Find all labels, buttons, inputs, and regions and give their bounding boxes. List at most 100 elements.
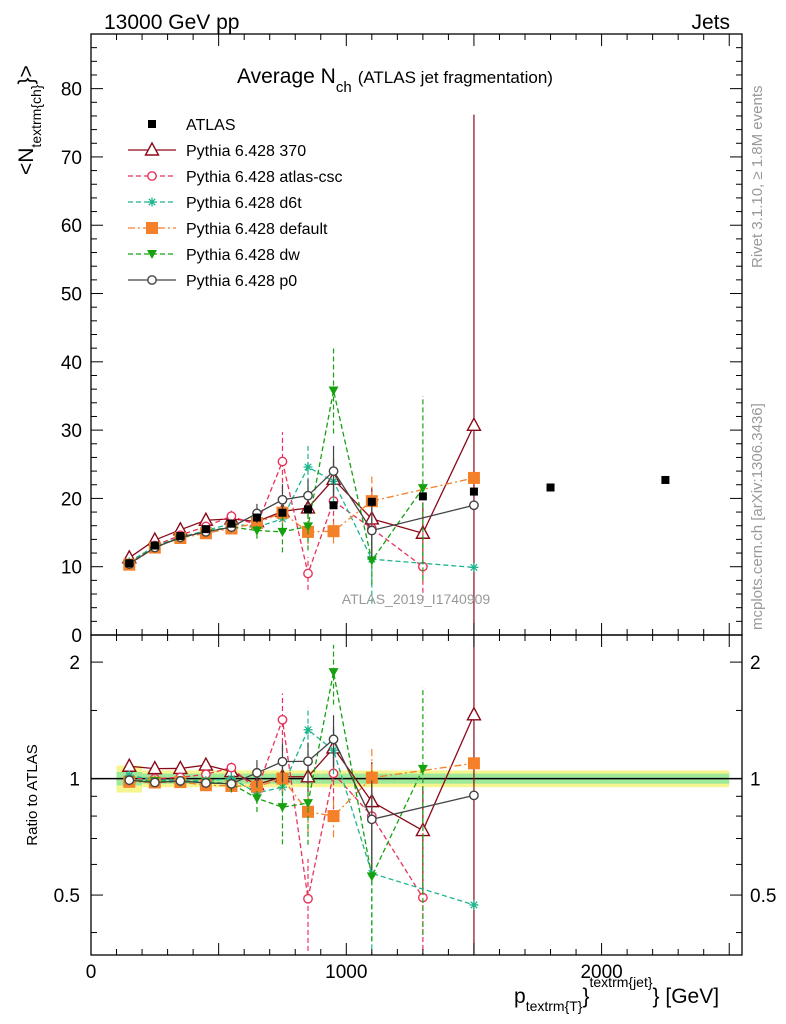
x-tick-label: 1000 — [325, 962, 367, 983]
legend-marker — [147, 275, 157, 285]
ylabel-ratio: Ratio to ATLAS — [24, 744, 41, 845]
y-tick-label: 80 — [61, 80, 82, 101]
watermark: ATLAS_2019_I1740909 — [342, 591, 491, 607]
reference-point — [469, 487, 478, 496]
ratio-line — [129, 762, 475, 817]
ratio-point — [365, 771, 378, 784]
ratio-tick-label-right: 2 — [750, 653, 761, 674]
legend-label: Pythia 6.428 default — [186, 221, 328, 238]
series-line — [128, 466, 474, 569]
ratio-point — [469, 900, 479, 910]
xlabel-end: } [GeV] — [653, 985, 720, 1008]
y-tick-label: 60 — [61, 216, 82, 237]
ratio-point — [175, 776, 186, 786]
ratio-point — [200, 778, 211, 788]
ratio-point — [149, 777, 160, 788]
legend-label: Pythia 6.428 370 — [186, 143, 306, 160]
ratio-point — [226, 778, 237, 789]
legend-label: Pythia 6.428 p0 — [186, 273, 297, 290]
ratio-point — [277, 756, 288, 767]
reference-point — [367, 497, 376, 506]
legend-marker — [147, 250, 157, 259]
data-point — [303, 490, 313, 501]
xlabel-main: p — [514, 985, 526, 1008]
header-left: 13000 GeV pp — [104, 11, 239, 34]
x-tick-label: 2000 — [580, 962, 622, 983]
x-tick-label: 0 — [86, 962, 97, 983]
ratio-series-4 — [124, 644, 428, 942]
reference-point — [661, 475, 670, 484]
y-tick-label: 40 — [61, 353, 82, 374]
ratio-point — [277, 803, 288, 813]
axes: 0 1000 2000 0 10 20 30 40 50 60 70 80 0.5 0.5 1 1 2 2 — [54, 33, 776, 983]
data-point — [277, 527, 288, 537]
plot-title-main: Average N — [237, 65, 336, 88]
reference-point — [227, 519, 236, 528]
ratio-point — [226, 762, 237, 773]
series-4 — [124, 347, 428, 585]
y-tick-label: 20 — [61, 489, 82, 510]
ratio-point — [466, 706, 482, 721]
ratio-tick-label: 0.5 — [54, 886, 80, 907]
ratio-point — [467, 757, 480, 770]
data-point — [366, 556, 377, 566]
data-point — [327, 525, 340, 538]
ratio-point — [328, 668, 339, 678]
data-point — [417, 484, 428, 494]
mcplots-label: mcplots.cern.ch [arXiv:1306.3436] — [749, 403, 766, 630]
plot-title-sub: ch — [336, 79, 352, 96]
data-point — [303, 522, 313, 532]
reference-point — [201, 525, 210, 534]
reference-point — [329, 501, 338, 510]
data-point — [328, 466, 339, 476]
reference-point — [125, 559, 134, 568]
ratio-series-5 — [124, 715, 479, 871]
ylabel-top-end: }> — [15, 65, 38, 84]
reference-point — [304, 505, 312, 514]
legend-marker — [144, 141, 160, 156]
ratio-tick-label-right: 0.5 — [750, 886, 776, 907]
plot-title: Average Nch (ATLAS jet fragmentation) — [237, 65, 553, 96]
ratio-point — [277, 714, 288, 725]
legend-label: Pythia 6.428 d6t — [186, 195, 302, 212]
ratio-point — [328, 734, 339, 745]
legend-label: Pythia 6.428 atlas-csc — [186, 169, 343, 186]
ylabel-top-main: <N — [15, 148, 38, 175]
data-point — [328, 386, 339, 396]
ratio-point — [366, 872, 377, 882]
xlabel-sub: textrm{T} — [526, 998, 583, 1014]
ratio-point — [147, 760, 163, 775]
ylabel-top: <Ntextrm{ch}}> — [15, 65, 44, 175]
legend-marker — [147, 171, 157, 181]
data-point — [226, 511, 237, 522]
data-point — [466, 416, 482, 432]
data-point — [469, 500, 479, 511]
reference-point — [150, 541, 159, 550]
ratio-point — [303, 725, 313, 735]
xlabel-mid: } — [582, 985, 589, 1008]
ratio-series-layer — [121, 635, 482, 955]
reference-point — [176, 531, 185, 540]
ratio-tick-label-right: 1 — [750, 770, 761, 791]
data-point — [303, 462, 313, 472]
ratio-point — [303, 756, 313, 767]
y-tick-label: 50 — [61, 285, 82, 306]
data-point — [467, 471, 480, 484]
ratio-series-2 — [124, 707, 479, 955]
data-point — [251, 526, 262, 536]
y-tick-label: 70 — [61, 148, 82, 169]
ratio-point — [327, 810, 340, 823]
ratio-point — [121, 757, 137, 772]
ref-band-ratio — [91, 765, 742, 793]
reference-point — [278, 508, 287, 517]
ratio-line — [129, 719, 424, 899]
reference-point — [418, 492, 427, 501]
y-tick-label: 0 — [71, 626, 82, 647]
legend-marker — [146, 222, 158, 234]
ratio-point — [417, 764, 428, 774]
legend-label: Pythia 6.428 dw — [186, 247, 300, 264]
ratio-tick-label: 2 — [69, 653, 80, 674]
ratio-frame — [90, 634, 743, 956]
ratio-series-1 — [124, 693, 428, 955]
xlabel: ptextrm{T}}textrm{jet}} [GeV] — [514, 974, 719, 1014]
